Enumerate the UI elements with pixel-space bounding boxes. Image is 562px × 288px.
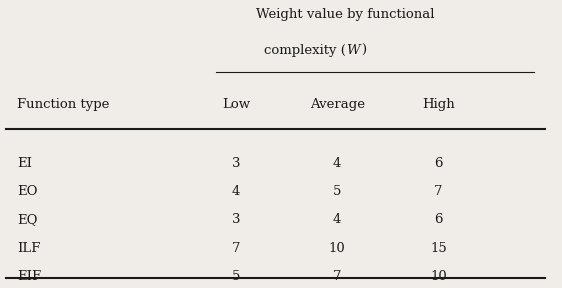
Text: 3: 3 <box>232 157 241 170</box>
Text: 7: 7 <box>232 242 241 255</box>
Text: ILF: ILF <box>17 242 40 255</box>
Text: W: W <box>346 44 359 57</box>
Text: EIF: EIF <box>17 270 41 283</box>
Text: 5: 5 <box>232 270 240 283</box>
Text: EI: EI <box>17 157 32 170</box>
Text: EQ: EQ <box>17 213 37 226</box>
Text: 6: 6 <box>434 213 443 226</box>
Text: High: High <box>422 98 455 111</box>
Text: Average: Average <box>310 98 365 111</box>
Text: Low: Low <box>222 98 250 111</box>
Text: 4: 4 <box>333 213 341 226</box>
Text: 5: 5 <box>333 185 341 198</box>
Text: Weight value by functional: Weight value by functional <box>256 8 435 21</box>
Text: complexity (: complexity ( <box>264 44 346 57</box>
Text: 7: 7 <box>333 270 342 283</box>
Text: Function type: Function type <box>17 98 109 111</box>
Text: ): ) <box>361 44 366 57</box>
Text: 10: 10 <box>430 270 447 283</box>
Text: 7: 7 <box>434 185 443 198</box>
Text: EO: EO <box>17 185 37 198</box>
Text: 15: 15 <box>430 242 447 255</box>
Text: 4: 4 <box>232 185 240 198</box>
Text: 10: 10 <box>329 242 346 255</box>
Text: 6: 6 <box>434 157 443 170</box>
Text: 4: 4 <box>333 157 341 170</box>
Text: 3: 3 <box>232 213 241 226</box>
